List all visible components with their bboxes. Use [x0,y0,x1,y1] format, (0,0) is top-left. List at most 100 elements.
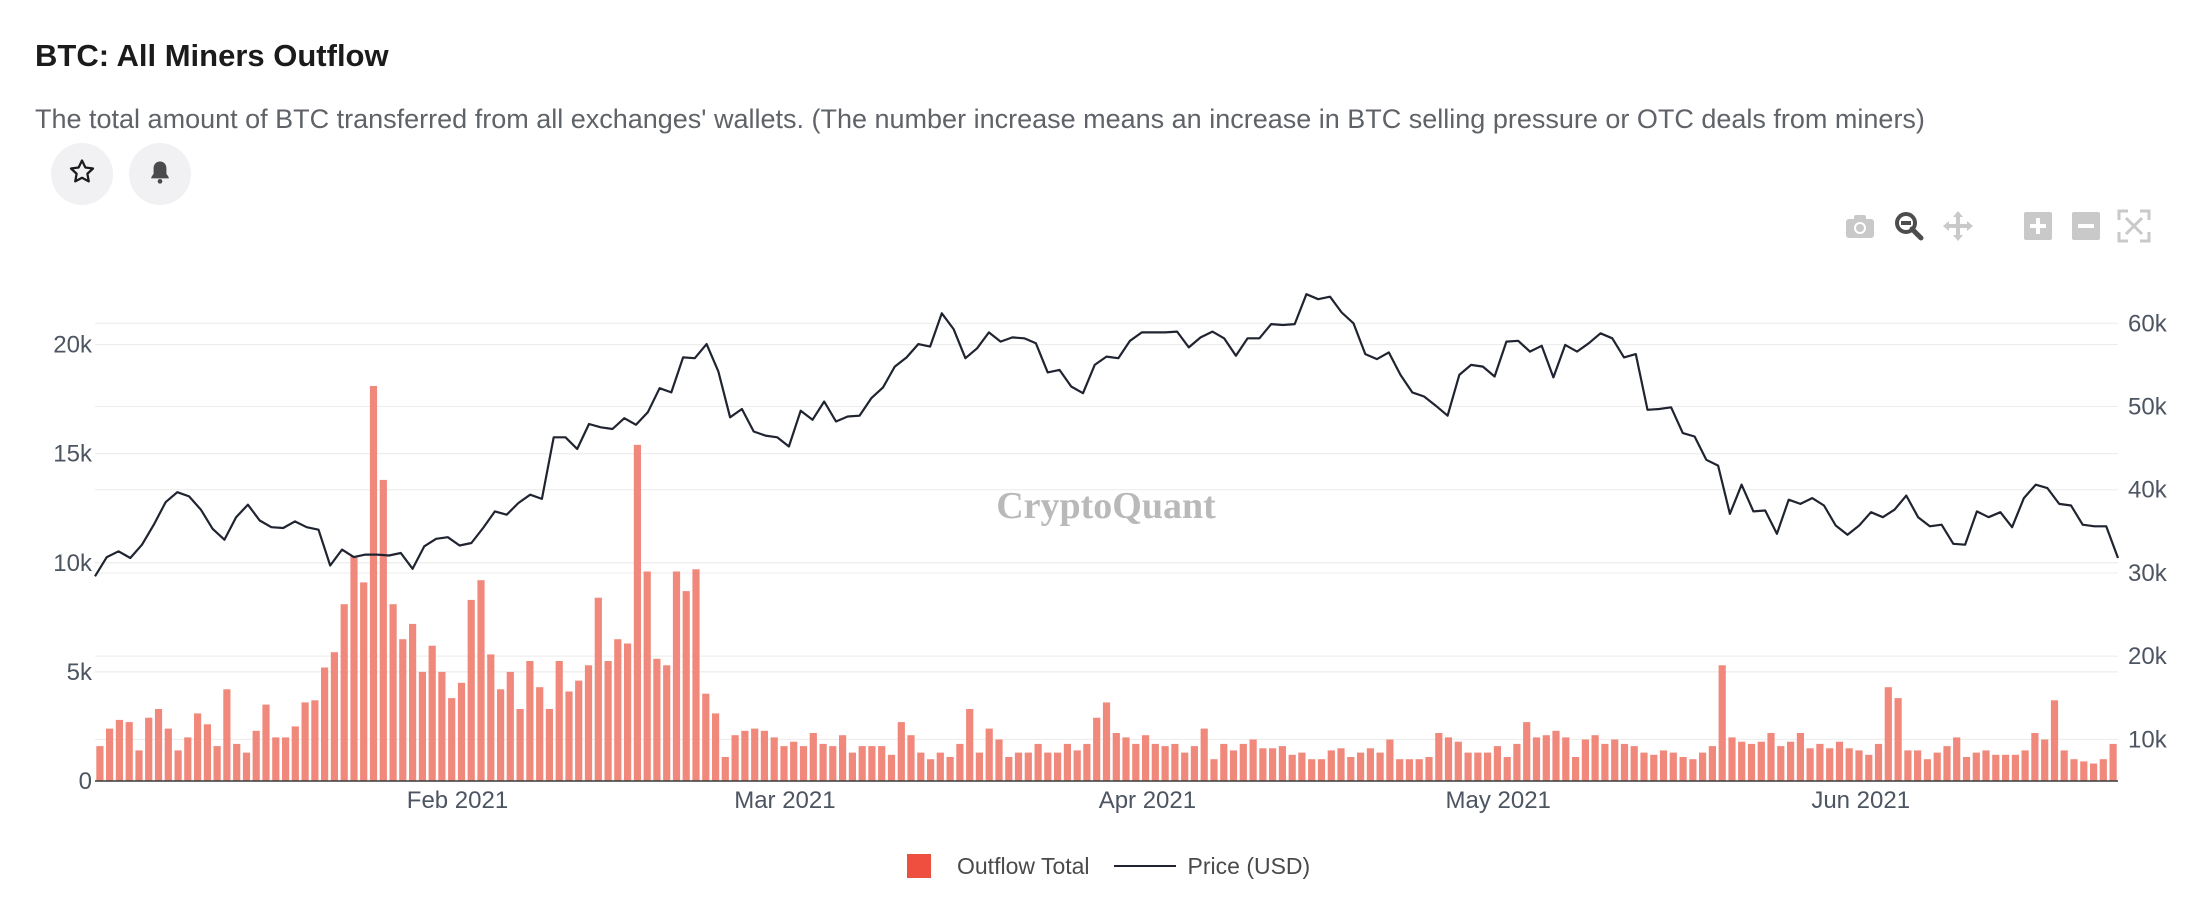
star-icon [67,157,97,192]
outflow-bar [1757,741,1765,781]
outflow-bar [555,661,563,781]
y-right-tick-label: 40k [2128,477,2168,504]
zoom-out-icon[interactable] [2068,208,2104,244]
outflow-bar [1669,752,1677,781]
outflow-bar [1288,754,1296,781]
pan-icon[interactable] [1940,208,1976,244]
outflow-bar [1298,752,1306,781]
outflow-bar [770,737,778,781]
outflow-bar [1132,743,1140,781]
x-tick-label: Apr 2021 [1099,787,1196,814]
outflow-bar [751,728,759,781]
y-left-tick-label: 0 [79,768,92,795]
outflow-bar [125,722,133,781]
outflow-bar [301,702,309,781]
outflow-bar [819,743,827,781]
outflow-bar [1425,757,1433,781]
outflow-bar [399,639,407,781]
y-right-tick-label: 10k [2128,726,2168,753]
outflow-bars [96,386,2117,781]
outflow-bar [487,654,495,781]
outflow-bar [1474,752,1482,781]
legend-swatch-outflow [907,854,931,878]
outflow-bar [2080,761,2088,781]
outflow-bar [448,698,456,781]
watermark: CryptoQuant [996,485,1216,527]
y-left-tick-labels: 0 5k 10k 15k 20k [53,332,93,795]
legend-item-price[interactable]: Price (USD) [1090,852,1311,880]
outflow-bar [145,717,153,781]
x-tick-label: Mar 2021 [734,787,835,814]
outflow-bar [340,604,348,781]
outflow-bar [1386,739,1394,781]
outflow-bar [731,735,739,781]
outflow-bar [2090,763,2098,781]
outflow-bar [1591,735,1599,781]
outflow-bar [1151,743,1159,781]
outflow-bar [1659,750,1668,781]
outflow-bar [1787,741,1795,781]
zoom-icon[interactable] [1891,208,1927,244]
camera-icon[interactable] [1842,208,1878,244]
outflow-bar [1718,665,1726,781]
outflow-bar [1826,748,1834,781]
outflow-bar [497,689,505,781]
outflow-bar [1513,743,1521,781]
outflow-bar [839,735,847,781]
alert-button[interactable] [129,143,191,205]
outflow-bar [1777,746,1785,781]
outflow-bar [1259,748,1267,781]
outflow-bar [975,752,983,781]
outflow-bar [1855,750,1863,781]
outflow-bar [1044,752,1052,781]
favorite-button[interactable] [51,143,113,205]
outflow-bar [1269,748,1277,781]
outflow-bar [1601,743,1609,781]
outflow-bar [907,735,915,781]
outflow-bar [428,645,436,781]
outflow-bar [1806,748,1814,781]
outflow-bar [614,639,622,781]
outflow-bar [712,713,720,781]
outflow-bar [282,737,290,781]
outflow-bar [2050,700,2059,781]
outflow-bar [1014,752,1023,781]
outflow-bar [1630,746,1638,781]
outflow-bar [1835,741,1844,781]
autoscale-icon[interactable] [2116,208,2152,244]
zoom-in-icon[interactable] [2020,208,2056,244]
outflow-bar [1679,757,1687,781]
outflow-bar [1034,743,1042,781]
outflow-bar [1405,759,1413,781]
outflow-bar [1503,757,1511,781]
x-tick-label: Jun 2021 [1811,787,1910,814]
outflow-bar [1767,733,1775,781]
outflow-bar [291,726,299,781]
outflow-bar [1278,746,1286,781]
outflow-bar [1914,750,1922,781]
outflow-bar [1611,739,1619,781]
legend-item-outflow[interactable]: Outflow Total [907,853,1090,880]
outflow-bar [2041,739,2049,781]
outflow-bar [1054,752,1062,781]
outflow-bar [1484,752,1492,781]
outflow-bar [995,739,1003,781]
outflow-bar [154,709,163,781]
outflow-bar [927,759,935,781]
outflow-bar [1122,737,1130,781]
outflow-bar [174,750,182,781]
outflow-bar [1190,746,1198,781]
outflow-bar [1102,702,1111,781]
outflow-bar [506,671,514,781]
legend-label-price: Price (USD) [1187,852,1311,879]
outflow-bar [858,746,866,781]
outflow-bar [1200,728,1208,781]
y-left-tick-label: 20k [53,332,93,359]
legend-swatch-price [1113,865,1176,867]
outflow-bar [760,730,768,781]
outflow-bar [809,733,817,781]
outflow-bar [1464,752,1472,781]
outflow-bar [1435,733,1443,781]
outflow-bar [1640,752,1648,781]
